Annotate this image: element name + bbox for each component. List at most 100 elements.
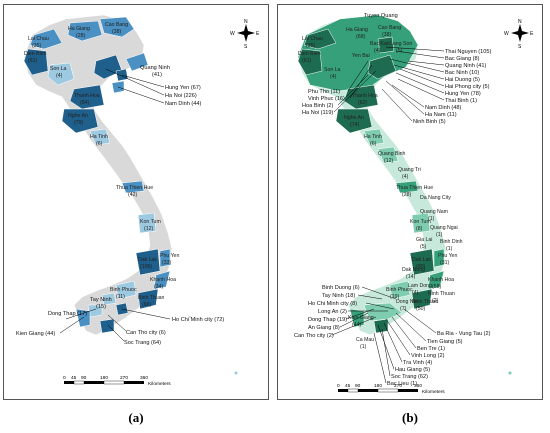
label-b-0: Tuyen Quang [364, 13, 398, 19]
province-soc-trang-a [99, 318, 115, 334]
label-b-34: (74) [350, 122, 359, 128]
province-thanh-hoa-b [343, 84, 379, 110]
leader-lines-a [59, 68, 171, 342]
label-b-48: Kon Tum [410, 219, 431, 225]
scale-tick-2: 90 [81, 375, 87, 381]
label-a-2: Lai Chau [28, 36, 49, 42]
label-b-12: (61) [302, 58, 311, 64]
scale-tick-4: 270 [394, 383, 402, 389]
label-b-17: Bac Giang (8) [445, 56, 480, 62]
scale-tick-5: 360 [140, 375, 148, 381]
label-a-12: Thua Thien Hue [116, 185, 153, 191]
scale-bar-b: 0 45 90 180 270 360 Kilometers [337, 383, 445, 395]
province-dien-bien-b [297, 48, 323, 76]
scale-unit: Kilometers [148, 381, 171, 387]
label-b-72: Can Tho city (2) [294, 333, 334, 339]
province-tay-ninh-a [101, 292, 117, 306]
label-b-64: Ninh Thuan [428, 291, 455, 297]
label-b-6: (35) [306, 43, 315, 49]
label-b-60: Khanh Hoa [428, 277, 454, 283]
compass-w: W [230, 31, 235, 37]
label-b-40: (4) [402, 174, 409, 180]
province-delta-b [363, 302, 403, 322]
label-b-38: (12) [384, 158, 393, 164]
count-a-11: (6) [96, 141, 103, 147]
label-b-65: (2) [432, 298, 439, 304]
label-b-76: (7) [400, 306, 407, 312]
label-b-20: Hai Duong (5) [445, 77, 480, 83]
province-nghe-an-a [61, 108, 99, 134]
label-b-88: (44) [352, 322, 361, 328]
label-b-79: Ba Ria - Vung Tau (2) [437, 331, 491, 337]
label-b-33: Nghe An [344, 115, 364, 121]
label-b-81: Ben Tre (1) [417, 346, 445, 352]
label-b-37: Quang Binh [378, 151, 406, 157]
count-a-3: (61) [28, 58, 37, 64]
count-a-14: (33) [162, 260, 171, 266]
label-a-20: Tay Ninh [90, 297, 112, 303]
province-khanh-hoa-b [427, 270, 445, 290]
label-a-24: Soc Trang (64) [124, 340, 161, 346]
province-hue-a [121, 180, 145, 194]
label-b-67: Tay Ninh (18) [322, 293, 355, 299]
label-a-10: Nghe An [68, 113, 88, 119]
label-b-27: Phu Tho (11) [308, 89, 340, 95]
province-soc-trang-b [373, 318, 389, 334]
label-b-49: (8) [416, 226, 423, 232]
province-phu-yen-b [433, 248, 445, 268]
label-a-14: Phu Yen [160, 253, 179, 259]
label-a-4: Son La [50, 66, 67, 72]
label-b-73: Binh Phuoc [386, 287, 413, 293]
label-b-41: Thua Thien Hue [396, 185, 433, 191]
label-b-78: (50) [416, 306, 425, 312]
label-b-52: Gia Lai [416, 237, 432, 243]
label-b-51: (1) [446, 246, 453, 252]
label-b-58: Dak Nong [402, 267, 425, 273]
label-b-45: (1) [428, 216, 435, 222]
scale-tick-0: 0 [337, 383, 340, 389]
count-a-17: (11) [116, 294, 125, 300]
province-thai-nguyen-b [377, 36, 395, 54]
province-thanh-hoa-a [69, 84, 105, 110]
label-b-54: Phu Yen [438, 253, 457, 259]
count-a-9: (84) [80, 100, 89, 106]
count-a-10: (79) [74, 120, 83, 126]
map-panel-a: Cao Bang (38) Ha Giang (28) Lai Chau (35… [3, 4, 269, 400]
label-b-30: Ha Noi (119) [302, 110, 333, 116]
label-b-29: Hoa Binh (2) [302, 103, 334, 109]
label-b-44: Quang Nam [420, 209, 448, 215]
compass-e: E [530, 31, 534, 37]
province-hue-b [395, 180, 419, 194]
label-b-47: (1) [436, 232, 443, 238]
compass-e: E [256, 31, 260, 37]
count-a-16: (34) [154, 284, 163, 290]
count-a-18: (66) [142, 302, 151, 308]
province-ha-giang-a [67, 20, 103, 42]
province-lai-chau-b [303, 28, 337, 50]
label-b-89: Ca Mau [356, 337, 374, 343]
label-a-22: Ho Chi Minh city (72) [172, 317, 224, 323]
label-b-71: An Giang (8) [308, 325, 340, 331]
label-a-6: Hung Yen (67) [165, 85, 201, 91]
compass-s: S [244, 44, 248, 50]
label-b-80: Tien Giang (5) [427, 339, 463, 345]
label-b-62: Lam Dong [408, 283, 432, 289]
label-b-39: Quang Tri [398, 167, 421, 173]
label-b-50: Binh Dinh [440, 239, 463, 245]
province-ha-tinh-b [363, 128, 385, 146]
scale-tick-3: 180 [374, 383, 382, 389]
label-b-82: Vinh Long (2) [411, 353, 445, 359]
label-a-23: Can Tho city (6) [126, 330, 166, 336]
label-b-18: Quang Ninh (41) [445, 63, 486, 69]
scale-tick-2: 90 [355, 383, 361, 389]
label-b-16: Thai Nguyen (105) [445, 49, 491, 55]
province-nghe-an-b [335, 108, 373, 134]
province-quang-binh-b [377, 146, 399, 164]
count-a-2: (35) [32, 43, 41, 49]
count-a-4: (4) [56, 73, 63, 79]
label-b-26: Ninh Binh (5) [413, 119, 446, 125]
label-b-59: (14) [406, 274, 415, 280]
label-b-57: (90) [416, 264, 425, 270]
label-b-84: Hau Giang (5) [395, 367, 430, 373]
label-a-5: Quang Ninh [140, 65, 170, 71]
